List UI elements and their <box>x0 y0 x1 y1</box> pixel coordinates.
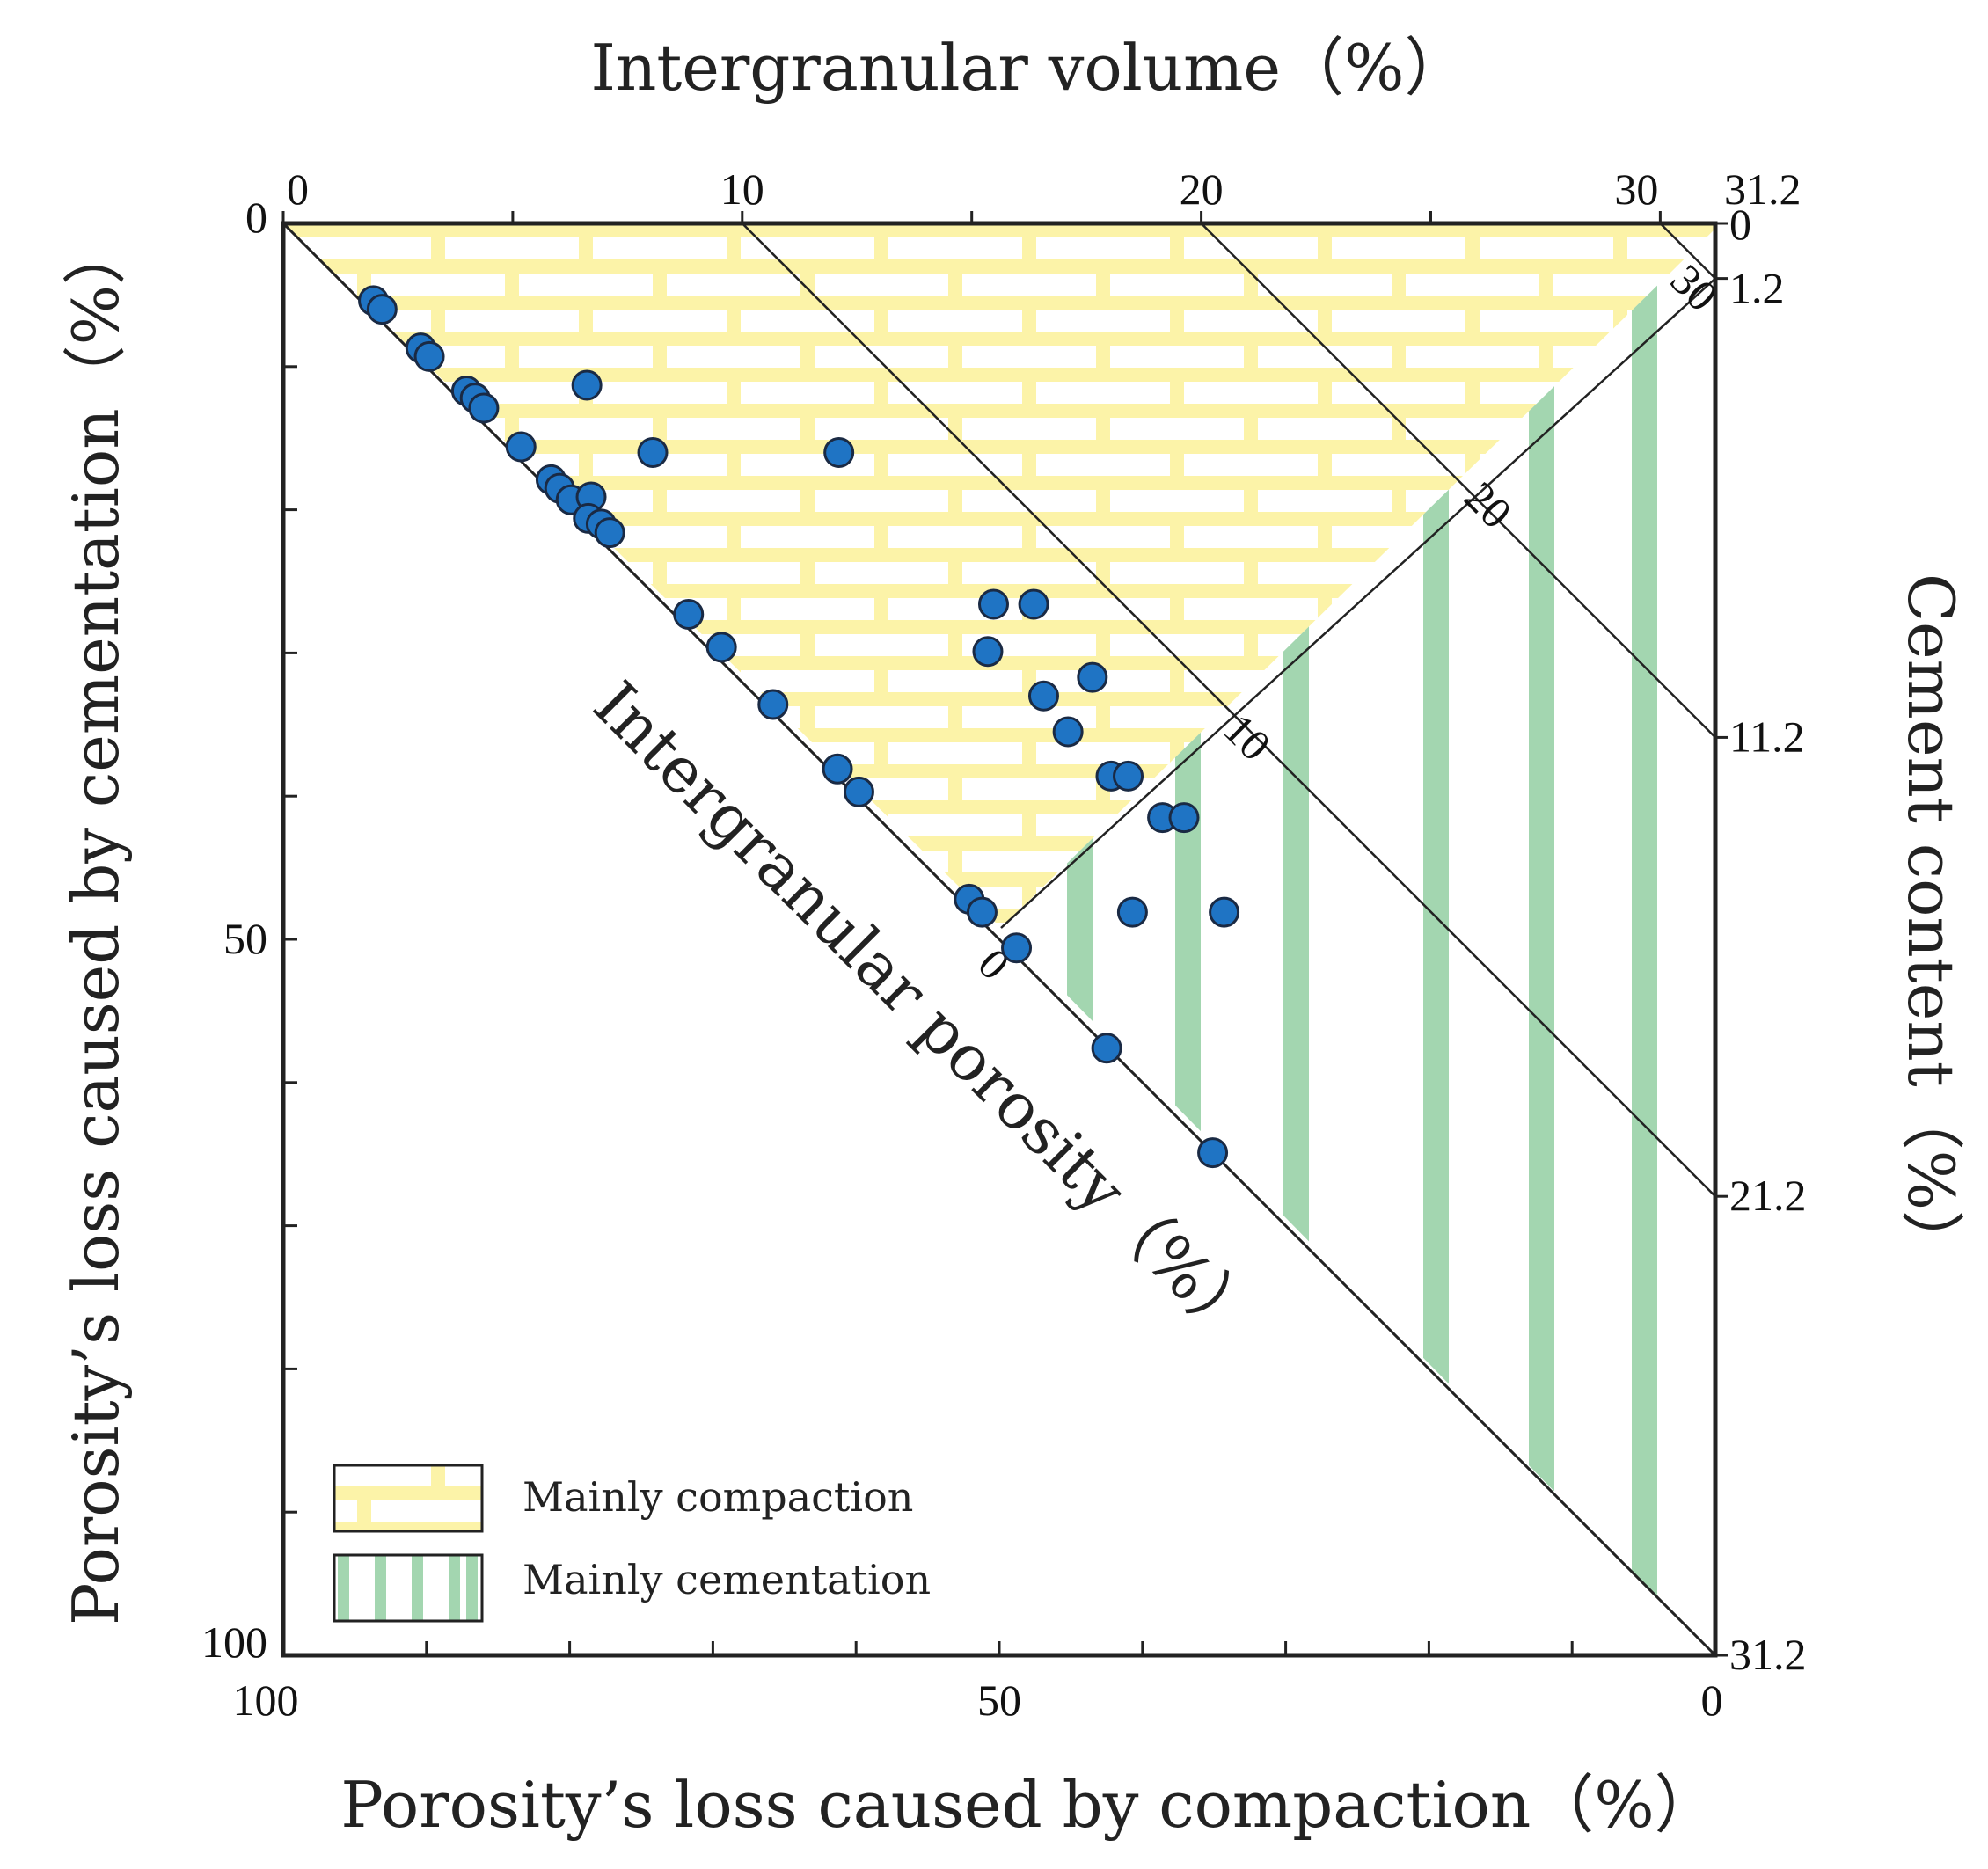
left-axis-title: Porosity’s loss caused by cementation（%） <box>59 222 133 1625</box>
top-tick-label-1: 10 <box>720 164 764 214</box>
data-point <box>705 632 737 663</box>
data-point <box>1027 680 1059 712</box>
data-point <box>822 753 853 785</box>
porosity-isoline-30 <box>1659 223 1716 280</box>
data-point <box>843 776 874 807</box>
top-axis-title: Intergranular volume（%） <box>591 31 1468 105</box>
legend: Mainly compaction Mainly cementation <box>333 1464 931 1623</box>
data-point <box>1001 932 1033 964</box>
bottom-tick-label-0: 100 <box>233 1676 299 1725</box>
legend-swatch-compaction <box>333 1464 484 1533</box>
cementation-stripe-5 <box>1632 229 1657 1655</box>
legend-label-compaction: Mainly compaction <box>523 1473 913 1521</box>
compaction-region <box>283 223 1715 928</box>
data-point <box>977 588 1009 620</box>
data-point <box>1197 1137 1229 1169</box>
right-tick-label-1: 1.2 <box>1729 264 1785 313</box>
legend-label-cementation: Mainly cementation <box>523 1556 931 1603</box>
data-point <box>637 436 669 468</box>
legend-swatch-cementation <box>333 1553 484 1623</box>
data-point <box>505 431 537 463</box>
data-point <box>1209 896 1240 928</box>
left-tick-label-1: 50 <box>223 914 267 963</box>
right-tick-label-3: 21.2 <box>1729 1171 1807 1220</box>
data-point <box>757 689 789 720</box>
data-point <box>966 896 998 928</box>
right-tick-label-2: 11.2 <box>1729 712 1805 761</box>
data-point <box>823 436 855 468</box>
data-point <box>1116 896 1148 928</box>
bottom-tick-label-2: 0 <box>1701 1676 1723 1725</box>
data-point <box>673 598 705 630</box>
isoline-label-10: 10 <box>1215 705 1281 770</box>
data-point <box>1168 802 1200 834</box>
top-tick-label-3: 30 <box>1614 164 1658 214</box>
data-point <box>1091 1033 1122 1064</box>
data-points <box>358 285 1240 1169</box>
left-tick-label-0: 0 <box>245 193 267 242</box>
right-tick-label-4: 31.2 <box>1729 1630 1807 1679</box>
isoline-label-20: 20 <box>1456 472 1522 538</box>
data-point <box>571 369 603 401</box>
cementation-stripe-4 <box>1529 229 1554 1655</box>
data-point <box>594 517 625 549</box>
data-point <box>972 636 1004 668</box>
porosity-isoline-20 <box>1200 223 1716 739</box>
left-tick-label-2: 100 <box>201 1617 267 1667</box>
data-point <box>468 392 500 424</box>
bottom-tick-label-1: 50 <box>977 1676 1021 1725</box>
right-axis-title: Cement content（%） <box>1894 573 1968 1274</box>
right-tick-label-0: 0 <box>1729 200 1751 249</box>
data-point <box>1113 760 1144 792</box>
data-point <box>1052 716 1084 748</box>
data-point <box>1018 588 1049 620</box>
data-point <box>1077 661 1108 693</box>
bottom-axis-title: Porosity’s loss caused by compaction（%） <box>340 1768 1717 1842</box>
top-tick-label-4: 31.2 <box>1724 164 1802 214</box>
porosity-isoline-10 <box>741 223 1716 1198</box>
top-tick-label-2: 20 <box>1180 164 1224 214</box>
compaction-cementation-boundary <box>1000 277 1716 929</box>
data-point <box>366 294 398 325</box>
top-tick-label-0: 0 <box>287 164 309 214</box>
data-point <box>413 340 445 372</box>
